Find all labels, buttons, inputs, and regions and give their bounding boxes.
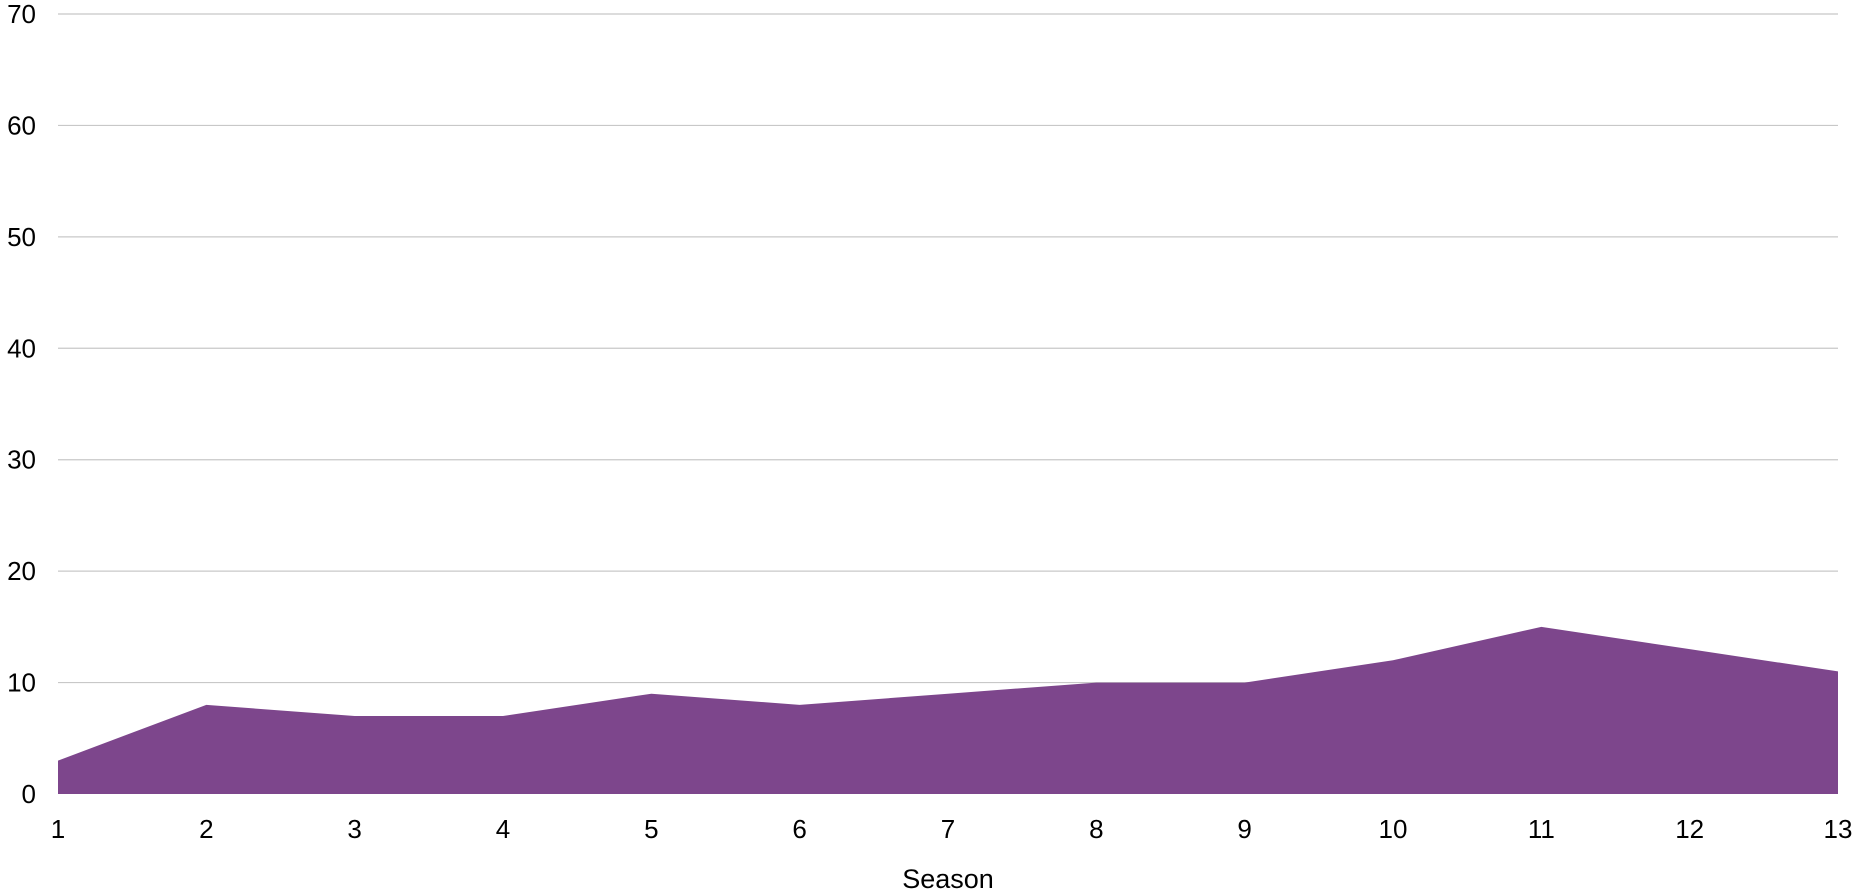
x-axis-ticks: 1 2 3 4 5 6 7 8 9 10 11 12 13 (51, 814, 1853, 844)
gridlines (58, 13, 1838, 684)
x-axis-label: Season (902, 864, 994, 894)
x-tick-label: 2 (199, 814, 213, 844)
y-tick-label: 60 (7, 110, 36, 140)
y-tick-label: 50 (7, 222, 36, 252)
y-tick-label: 70 (7, 0, 36, 29)
y-tick-label: 30 (7, 445, 36, 475)
x-tick-label: 6 (792, 814, 806, 844)
x-tick-label: 4 (496, 814, 510, 844)
x-tick-label: 1 (51, 814, 65, 844)
y-tick-label: 10 (7, 668, 36, 698)
y-tick-label: 20 (7, 556, 36, 586)
x-tick-label: 7 (941, 814, 955, 844)
series-areas (58, 626, 1838, 794)
x-tick-label: 12 (1675, 814, 1704, 844)
x-tick-label: 8 (1089, 814, 1103, 844)
x-tick-label: 3 (347, 814, 361, 844)
x-tick-label: 10 (1379, 814, 1408, 844)
series-area (58, 626, 1838, 794)
y-axis-ticks: 0 10 20 30 40 50 60 70 (7, 0, 36, 809)
y-tick-label: 40 (7, 333, 36, 363)
x-tick-label: 9 (1237, 814, 1251, 844)
y-tick-label: 0 (22, 779, 36, 809)
x-tick-label: 11 (1528, 814, 1555, 844)
x-tick-label: 5 (644, 814, 658, 844)
x-tick-label: 13 (1824, 814, 1853, 844)
